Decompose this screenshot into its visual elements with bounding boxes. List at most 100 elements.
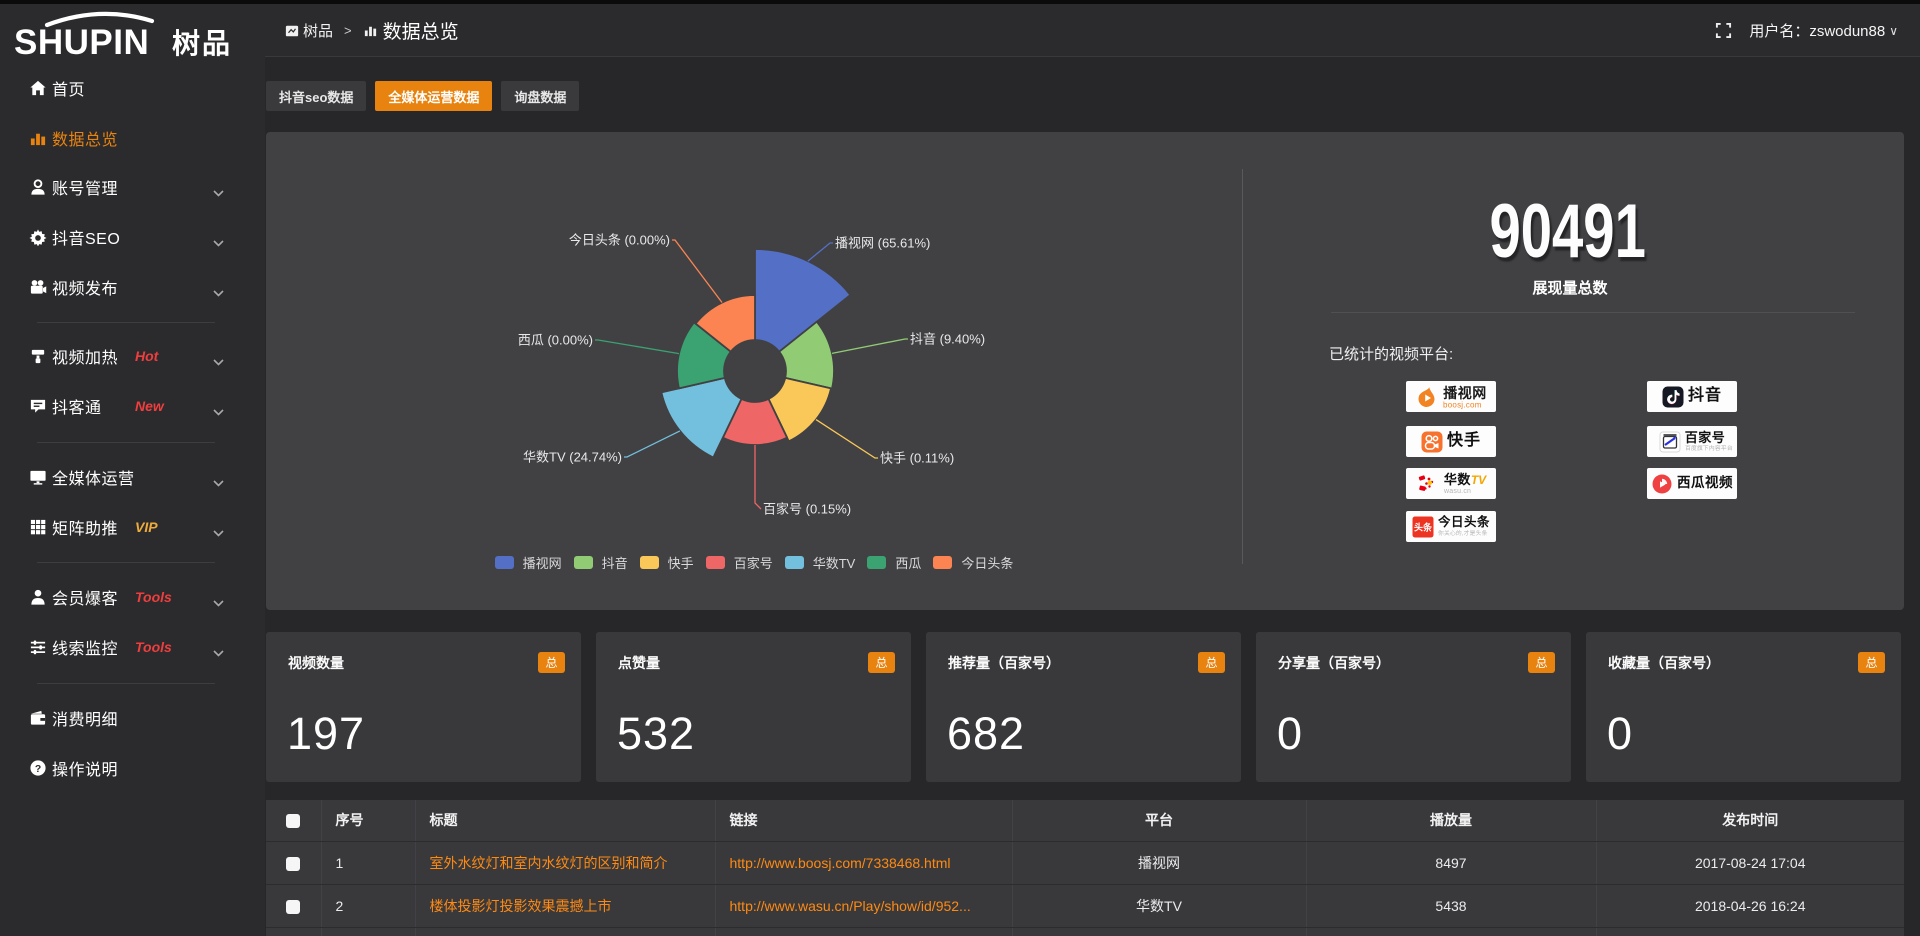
stat-card-value: 197: [287, 708, 366, 759]
breadcrumb-page-title: 数据总览: [382, 22, 459, 43]
chevron-down-icon: [213, 403, 224, 421]
sidebar-item-label: 消费明细: [52, 712, 119, 729]
pie-slice-2[interactable]: [767, 377, 832, 443]
xigua-logo: [1651, 473, 1673, 495]
sidebar-item-label: 视频发布: [52, 281, 119, 298]
stat-card-total-badge[interactable]: 总: [868, 652, 895, 673]
wasu-logo: [1416, 472, 1440, 496]
user-dropdown-caret[interactable]: ∨: [1889, 23, 1898, 38]
chevron-down-icon: [213, 644, 224, 662]
fullscreen-icon[interactable]: [1715, 22, 1732, 39]
video-url-link[interactable]: http://www.boosj.com/7338468.html: [729, 854, 951, 871]
video-title-link[interactable]: 楼体投影灯投影效果震撼上市: [429, 897, 612, 914]
stat-card-total-badge[interactable]: 总: [1528, 652, 1555, 673]
sidebar-item-grid[interactable]: 矩阵助推 VIP: [0, 510, 265, 544]
sidebar-item-label: 会员爆客: [52, 591, 119, 608]
stat-card-value: 0: [1277, 708, 1304, 759]
pie-slice-1[interactable]: [778, 320, 835, 390]
tab-0[interactable]: 抖音seo数据: [266, 81, 367, 111]
sidebar-item-home[interactable]: 首页: [0, 71, 265, 105]
sidebar-item-chat[interactable]: 抖客通 New: [0, 389, 265, 423]
sidebar-item-monitor[interactable]: 全媒体运营: [0, 460, 265, 494]
video-title-link[interactable]: 室外水纹灯和室内水纹灯的区别和简介: [429, 854, 668, 871]
cell-title: [415, 927, 716, 936]
row-checkbox[interactable]: [286, 899, 301, 914]
legend-label: 今日头条: [961, 556, 1014, 571]
platform-name: 今日头条: [1437, 515, 1490, 530]
cell-title: 室外水纹灯和室内水纹灯的区别和简介: [415, 841, 716, 885]
stat-card-title: 点赞量: [618, 655, 660, 671]
wallet-icon: [28, 709, 47, 728]
cell-views: [1306, 927, 1597, 936]
summary-divider: [1331, 312, 1855, 313]
chevron-down-icon: [213, 184, 224, 202]
sidebar-divider: [37, 562, 215, 563]
gear-icon: [28, 228, 47, 247]
legend-item-5[interactable]: 西瓜: [867, 553, 921, 572]
tab-1[interactable]: 全媒体运营数据: [375, 81, 493, 111]
sidebar-item-badge: New: [135, 398, 164, 414]
legend-item-6[interactable]: 今日头条: [933, 553, 1013, 572]
user-icon: [28, 178, 47, 197]
sidebar-item-heat[interactable]: 视频加热 Hot: [0, 339, 265, 373]
douyin-logo: [1662, 386, 1684, 408]
data-tabs: 抖音seo数据 全媒体运营数据 询盘数据: [266, 81, 580, 111]
row-checkbox[interactable]: [286, 856, 301, 871]
cell-index: 1: [321, 841, 416, 885]
stat-card-total-badge[interactable]: 总: [538, 652, 565, 673]
sidebar-item-member[interactable]: 会员爆客 Tools: [0, 580, 265, 614]
rose-pie-chart: 播视网 (65.61%) 抖音 (9.40%) 快手 (0.11%) 百家号 (0.1…: [518, 233, 985, 517]
pie-slice-0[interactable]: [754, 248, 852, 353]
stat-card-total-badge[interactable]: 总: [1858, 652, 1885, 673]
column-header-5: 发布时间: [1596, 800, 1904, 842]
sidebar-item-label: 抖音SEO: [52, 231, 121, 248]
sliders-icon: [28, 638, 47, 657]
select-all-cell: [266, 800, 322, 842]
sidebar-item-gear[interactable]: 抖音SEO: [0, 220, 265, 254]
platform-name: 华数: [1443, 472, 1471, 488]
username-label[interactable]: 用户名：zswodun88: [1749, 23, 1886, 40]
legend-swatch: [573, 556, 593, 569]
pie-slice-5[interactable]: [676, 321, 732, 390]
tab-2[interactable]: 询盘数据: [501, 81, 580, 111]
pie-slice-3[interactable]: [722, 398, 788, 446]
sidebar-item-badge: Tools: [135, 639, 172, 655]
sidebar-item-camera[interactable]: 视频发布: [0, 270, 265, 304]
pie-slice-6[interactable]: [694, 294, 756, 353]
sidebar-item-label: 矩阵助推: [52, 521, 119, 538]
legend-item-4[interactable]: 华数TV: [784, 553, 856, 572]
platform-sub: wasu.cn: [1443, 487, 1471, 496]
sidebar-item-question[interactable]: ? 操作说明: [0, 751, 265, 785]
chevron-down-icon: [213, 353, 224, 371]
heat-icon: [28, 347, 47, 366]
stat-card-title: 收藏量（百家号）: [1608, 655, 1720, 671]
legend-item-3[interactable]: 百家号: [705, 553, 773, 572]
sidebar-item-sliders[interactable]: 线索监控 Tools: [0, 630, 265, 664]
video-url-link[interactable]: http://www.wasu.cn/Play/show/id/952...: [729, 897, 971, 914]
column-header-0: 序号: [321, 800, 416, 842]
chevron-down-icon: [213, 594, 224, 612]
pie-label-4: 华数TV (24.74%): [523, 450, 622, 465]
legend-swatch: [639, 556, 659, 569]
legend-item-0[interactable]: 播视网: [494, 553, 562, 572]
cell-platform: [1012, 927, 1307, 936]
sidebar-item-wallet[interactable]: 消费明细: [0, 701, 265, 735]
select-all-checkbox[interactable]: [286, 814, 301, 829]
cell-date: [1596, 927, 1904, 936]
sidebar-item-user[interactable]: 账号管理: [0, 170, 265, 204]
breadcrumb-root[interactable]: 树品: [303, 23, 334, 40]
platform-name: 抖音: [1687, 387, 1722, 405]
pie-label-3: 百家号 (0.15%): [763, 502, 851, 517]
header-bar: 树品 > 数据总览 用户名：zswodun88 ∨: [265, 4, 1920, 57]
pie-slice-4[interactable]: [660, 377, 743, 459]
sidebar-item-chart[interactable]: 数据总览: [0, 121, 265, 155]
legend-label: 华数TV: [812, 556, 856, 571]
pie-label-line-1: [831, 338, 908, 355]
cell-link: [715, 927, 1013, 936]
legend-item-1[interactable]: 抖音: [573, 553, 628, 572]
legend-item-2[interactable]: 快手: [639, 553, 694, 572]
platform-sub: boosj.com: [1443, 400, 1482, 410]
cell-views: 5438: [1306, 884, 1597, 928]
stat-card-total-badge[interactable]: 总: [1198, 652, 1225, 673]
platform-name: 西瓜视频: [1677, 475, 1733, 491]
